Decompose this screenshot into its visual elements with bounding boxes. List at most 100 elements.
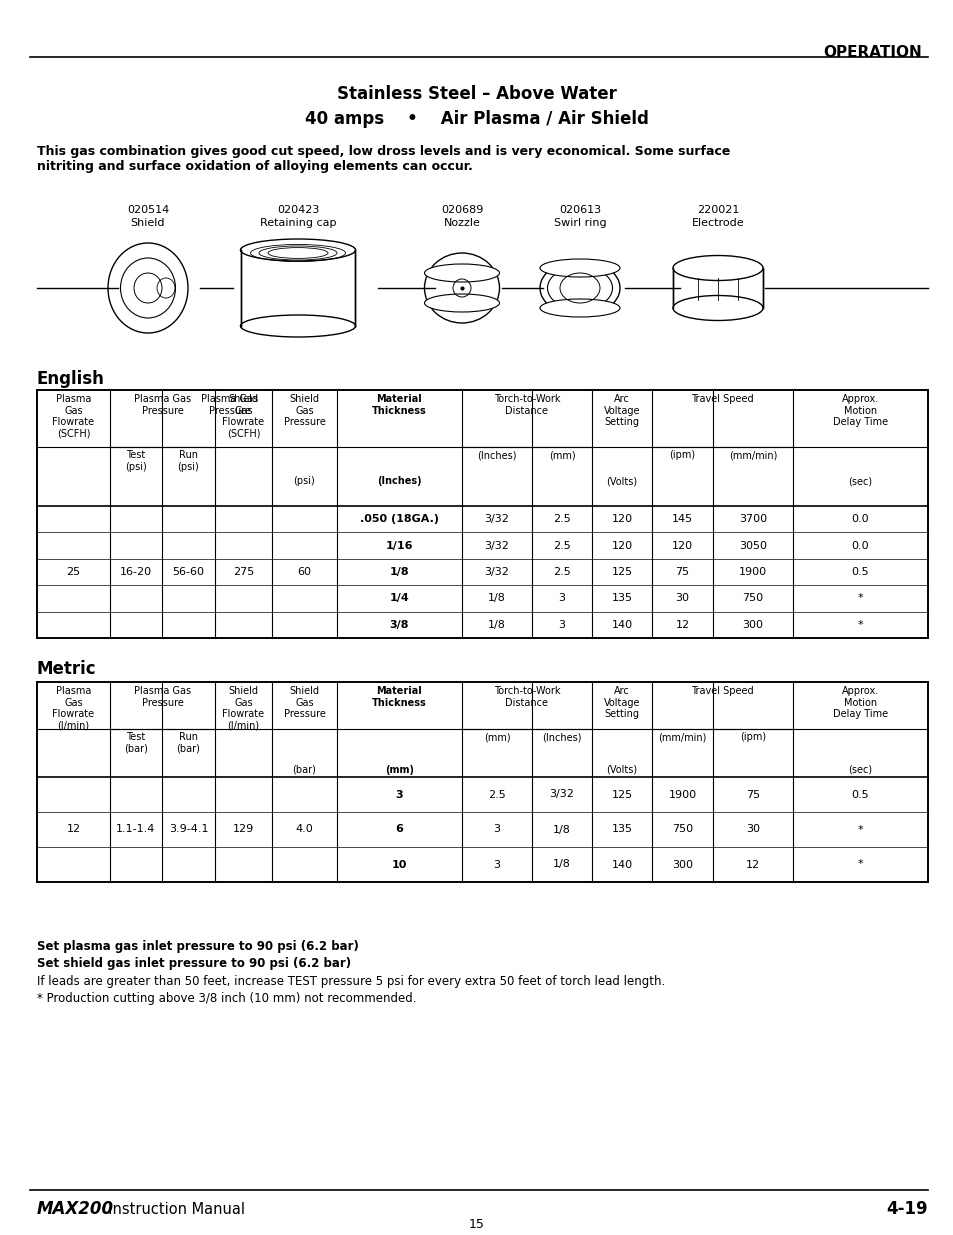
Text: 1/16: 1/16 <box>385 541 413 551</box>
Text: OPERATION: OPERATION <box>822 44 921 61</box>
Text: 750: 750 <box>671 825 692 835</box>
Text: .050 (18GA.): .050 (18GA.) <box>359 514 438 524</box>
Text: 300: 300 <box>671 860 692 869</box>
Text: This gas combination gives good cut speed, low dross levels and is very economic: This gas combination gives good cut spee… <box>37 144 730 158</box>
Text: 135: 135 <box>611 593 632 604</box>
Text: 1/8: 1/8 <box>488 593 505 604</box>
Text: 16-20: 16-20 <box>120 567 152 577</box>
Text: (Volts): (Volts) <box>606 764 637 776</box>
Text: 4.0: 4.0 <box>295 825 313 835</box>
Text: (Inches): (Inches) <box>476 450 517 459</box>
Text: (sec): (sec) <box>847 475 872 487</box>
Text: 56-60: 56-60 <box>172 567 204 577</box>
Text: 3: 3 <box>493 860 500 869</box>
Text: 0.0: 0.0 <box>851 541 868 551</box>
Text: 125: 125 <box>611 789 632 799</box>
Text: Shield
Gas
Flowrate
(l/min): Shield Gas Flowrate (l/min) <box>222 685 264 731</box>
Text: 40 amps    •    Air Plasma / Air Shield: 40 amps • Air Plasma / Air Shield <box>305 110 648 128</box>
Text: Material
Thickness: Material Thickness <box>372 685 426 708</box>
Text: (mm): (mm) <box>385 764 414 776</box>
Text: 4-19: 4-19 <box>885 1200 927 1218</box>
Ellipse shape <box>539 259 619 277</box>
Ellipse shape <box>424 264 499 282</box>
Text: *: * <box>857 620 862 630</box>
Text: 60: 60 <box>297 567 312 577</box>
Bar <box>37 682 927 882</box>
Ellipse shape <box>539 299 619 317</box>
Text: (sec): (sec) <box>847 764 872 776</box>
Text: (psi): (psi) <box>294 475 315 487</box>
Text: 020423: 020423 <box>276 205 319 215</box>
Text: 120: 120 <box>671 541 692 551</box>
Text: 12: 12 <box>675 620 689 630</box>
Ellipse shape <box>240 315 355 337</box>
Text: (bar): (bar) <box>293 764 316 776</box>
Text: 30: 30 <box>745 825 760 835</box>
Text: 3/32: 3/32 <box>549 789 574 799</box>
Ellipse shape <box>240 240 355 261</box>
Text: 12: 12 <box>745 860 760 869</box>
Text: 750: 750 <box>741 593 762 604</box>
Text: (ipm): (ipm) <box>740 732 765 742</box>
Text: 75: 75 <box>675 567 689 577</box>
Text: Test
(psi): Test (psi) <box>125 450 147 472</box>
Text: Arc
Voltage
Setting: Arc Voltage Setting <box>603 685 639 719</box>
Text: 2.5: 2.5 <box>553 514 570 524</box>
Text: Shield
Gas
Flowrate
(SCFH): Shield Gas Flowrate (SCFH) <box>222 394 264 438</box>
Text: 1900: 1900 <box>739 567 766 577</box>
Text: Nozzle: Nozzle <box>443 219 480 228</box>
Text: * Production cutting above 3/8 inch (10 mm) not recommended.: * Production cutting above 3/8 inch (10 … <box>37 992 416 1005</box>
Text: (Inches): (Inches) <box>376 475 421 487</box>
Text: Travel Speed: Travel Speed <box>691 685 753 697</box>
Text: nitriting and surface oxidation of alloying elements can occur.: nitriting and surface oxidation of alloy… <box>37 161 473 173</box>
Text: 1/8: 1/8 <box>553 825 570 835</box>
Text: 3.9-4.1: 3.9-4.1 <box>169 825 208 835</box>
Text: 0.5: 0.5 <box>851 567 868 577</box>
Text: (Volts): (Volts) <box>606 475 637 487</box>
Text: 1/8: 1/8 <box>488 620 505 630</box>
Text: 2.5: 2.5 <box>488 789 505 799</box>
Text: 300: 300 <box>741 620 762 630</box>
Bar <box>672 268 762 308</box>
Text: 220021: 220021 <box>696 205 739 215</box>
Text: Instruction Manual: Instruction Manual <box>99 1202 245 1216</box>
Text: Torch-to-Work
Distance: Torch-to-Work Distance <box>494 394 559 416</box>
Text: 120: 120 <box>611 514 632 524</box>
Text: (mm/min): (mm/min) <box>658 732 706 742</box>
Text: *: * <box>857 860 862 869</box>
Text: Shield
Gas
Pressure: Shield Gas Pressure <box>283 394 325 427</box>
Text: 020514: 020514 <box>127 205 169 215</box>
Text: 75: 75 <box>745 789 760 799</box>
Bar <box>37 390 927 638</box>
Text: 3050: 3050 <box>739 541 766 551</box>
Text: Plasma Gas
Pressure: Plasma Gas Pressure <box>201 394 258 416</box>
Text: Plasma Gas
Pressure: Plasma Gas Pressure <box>133 685 191 708</box>
Text: 125: 125 <box>611 567 632 577</box>
Text: (ipm): (ipm) <box>669 450 695 459</box>
Text: 3/8: 3/8 <box>390 620 409 630</box>
Text: Stainless Steel – Above Water: Stainless Steel – Above Water <box>336 85 617 103</box>
Text: 1.1-1.4: 1.1-1.4 <box>116 825 155 835</box>
Text: 020613: 020613 <box>558 205 600 215</box>
Text: 2.5: 2.5 <box>553 541 570 551</box>
Text: 1/8: 1/8 <box>553 860 570 869</box>
Text: 3/32: 3/32 <box>484 541 509 551</box>
Text: Travel Speed: Travel Speed <box>691 394 753 404</box>
Text: 3700: 3700 <box>739 514 766 524</box>
Text: *: * <box>857 593 862 604</box>
Ellipse shape <box>672 256 762 280</box>
Text: 12: 12 <box>67 825 80 835</box>
Text: English: English <box>37 370 105 388</box>
Text: Torch-to-Work
Distance: Torch-to-Work Distance <box>494 685 559 708</box>
Text: 120: 120 <box>611 541 632 551</box>
Text: Approx.
Motion
Delay Time: Approx. Motion Delay Time <box>832 394 887 427</box>
Text: 0.5: 0.5 <box>851 789 868 799</box>
Text: 140: 140 <box>611 860 632 869</box>
Text: 0.0: 0.0 <box>851 514 868 524</box>
Text: 2.5: 2.5 <box>553 567 570 577</box>
Text: Set shield gas inlet pressure to 90 psi (6.2 bar): Set shield gas inlet pressure to 90 psi … <box>37 957 351 969</box>
Text: Set plasma gas inlet pressure to 90 psi (6.2 bar): Set plasma gas inlet pressure to 90 psi … <box>37 940 358 953</box>
Text: Plasma
Gas
Flowrate
(SCFH): Plasma Gas Flowrate (SCFH) <box>52 394 94 438</box>
Text: 3: 3 <box>558 620 565 630</box>
Text: Electrode: Electrode <box>691 219 743 228</box>
